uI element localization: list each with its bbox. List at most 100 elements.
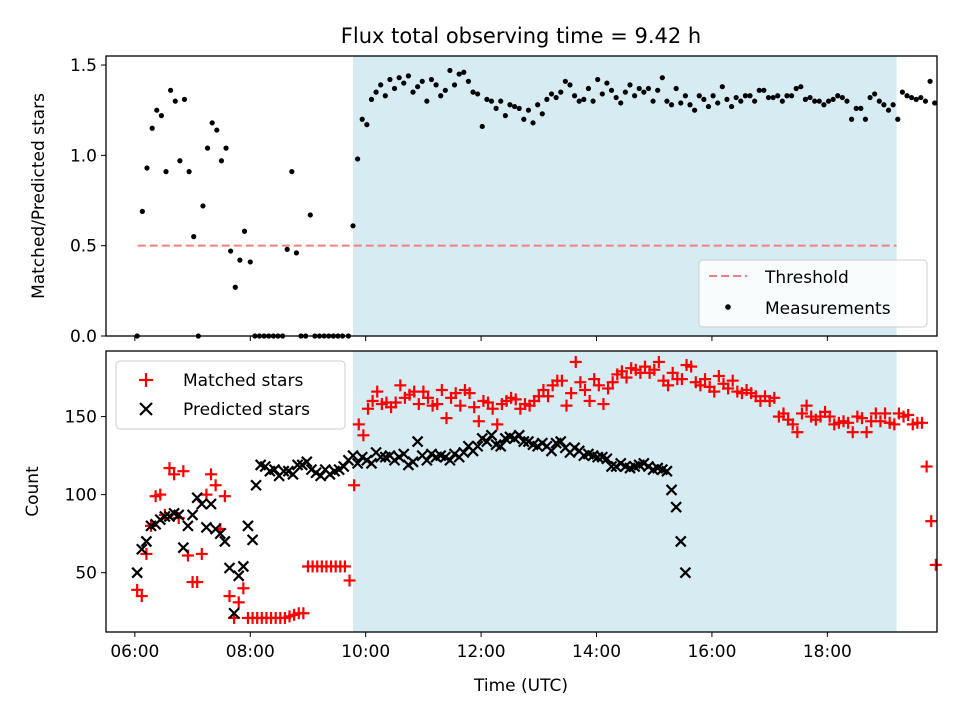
measurement-point-98 xyxy=(590,98,596,104)
measurement-point-9 xyxy=(177,158,183,164)
measurement-point-54 xyxy=(387,76,393,83)
measurement-point-130 xyxy=(738,98,744,104)
matched-star-point-46 xyxy=(343,574,356,587)
measurement-point-70 xyxy=(461,69,467,75)
measurement-point-136 xyxy=(765,94,772,101)
measurement-point-131 xyxy=(742,93,749,99)
matched-star-point-94 xyxy=(565,387,578,400)
predicted-star-point-90 xyxy=(545,445,558,457)
measurement-point-55 xyxy=(391,85,398,92)
measurement-point-48 xyxy=(359,116,365,122)
top-legend: Threshold Measurements xyxy=(698,259,928,328)
matched-star-point-140 xyxy=(777,407,790,420)
predicted-star-point-84 xyxy=(518,435,530,448)
measurement-point-93 xyxy=(567,82,573,88)
measurement-point-5 xyxy=(158,113,164,119)
bottom-y-tick-label-2: 150 xyxy=(65,408,97,428)
measurement-point-67 xyxy=(447,67,453,74)
measurement-point-96 xyxy=(581,96,587,102)
measurement-point-32 xyxy=(284,246,290,252)
top-ylabel: Matched/Predicted stars xyxy=(29,93,49,299)
predicted-star-point-13 xyxy=(191,491,203,504)
predicted-star-point-116 xyxy=(665,484,678,496)
measurement-point-10 xyxy=(181,96,188,102)
predicted-star-point-0 xyxy=(131,566,143,579)
bottom-legend: Matched stars Predicted stars xyxy=(115,360,346,430)
matched-star-point-99 xyxy=(588,373,601,386)
matched-star-point-128 xyxy=(722,382,735,395)
x-tick-label-4: 14:00 xyxy=(572,642,621,662)
predicted-star-point-48 xyxy=(351,457,364,470)
measurement-point-60 xyxy=(415,84,421,90)
matched-star-point-57 xyxy=(394,379,407,392)
predicted-star-point-58 xyxy=(397,448,410,460)
measurement-point-12 xyxy=(191,234,197,240)
measurement-points xyxy=(134,67,938,339)
measurement-point-167 xyxy=(909,94,915,101)
measurement-point-90 xyxy=(553,94,559,101)
matched-star-point-70 xyxy=(454,399,467,412)
measurement-point-84 xyxy=(525,107,532,113)
matched-stars-points xyxy=(131,355,942,624)
measurement-point-63 xyxy=(428,76,435,83)
measurement-point-153 xyxy=(844,98,850,104)
matched-star-point-116 xyxy=(666,366,679,379)
measurement-point-91 xyxy=(558,89,564,95)
legend-matched-swatch xyxy=(139,373,153,387)
predicted-star-point-53 xyxy=(374,451,387,463)
measurement-point-163 xyxy=(890,102,896,108)
measurement-point-79 xyxy=(502,113,508,119)
matched-star-point-157 xyxy=(855,412,868,425)
measurement-point-69 xyxy=(456,71,462,77)
bottom-y-tick-label-0: 50 xyxy=(75,564,97,584)
predicted-star-point-76 xyxy=(481,435,493,448)
matched-star-point-49 xyxy=(357,429,370,442)
measurement-point-120 xyxy=(692,107,698,113)
matched-star-point-50 xyxy=(361,402,374,415)
bottom-legend-box xyxy=(115,360,346,430)
matched-star-point-56 xyxy=(389,396,402,409)
measurement-point-14 xyxy=(200,203,206,209)
matched-star-point-100 xyxy=(592,379,605,392)
measurement-point-103 xyxy=(613,94,619,101)
x-tick-label-1: 08:00 xyxy=(226,642,275,662)
measurement-point-15 xyxy=(204,145,211,151)
predicted-star-point-16 xyxy=(205,498,217,510)
predicted-star-point-83 xyxy=(513,429,525,442)
measurement-point-89 xyxy=(548,91,555,97)
measurement-point-73 xyxy=(475,91,481,97)
x-tick-label-0: 06:00 xyxy=(110,642,159,662)
predicted-star-point-92 xyxy=(554,435,567,448)
measurement-point-142 xyxy=(793,85,799,92)
matched-star-point-66 xyxy=(435,384,448,397)
x-tick-label-6: 18:00 xyxy=(803,642,852,662)
matched-star-point-96 xyxy=(574,376,587,389)
predicted-star-point-51 xyxy=(365,457,378,470)
measurement-point-168 xyxy=(913,96,919,102)
measurement-point-3 xyxy=(149,125,155,131)
measurement-point-158 xyxy=(867,94,873,101)
measurement-point-64 xyxy=(433,82,439,88)
matched-star-point-102 xyxy=(602,382,615,395)
measurement-point-137 xyxy=(770,94,776,101)
measurement-point-121 xyxy=(696,93,702,99)
measurement-point-92 xyxy=(562,78,568,84)
measurement-point-125 xyxy=(715,100,721,106)
matched-star-point-17 xyxy=(209,479,222,492)
matched-star-point-82 xyxy=(509,393,522,406)
measurement-point-114 xyxy=(664,98,670,104)
matched-star-point-45 xyxy=(338,560,351,573)
predicted-star-point-74 xyxy=(471,440,484,453)
predicted-star-point-1 xyxy=(136,543,148,556)
measurement-point-97 xyxy=(585,85,592,92)
measurement-point-51 xyxy=(373,89,379,95)
measurement-point-2 xyxy=(144,165,150,171)
matched-star-point-122 xyxy=(694,379,707,392)
measurement-point-150 xyxy=(830,96,836,102)
matched-star-point-5 xyxy=(154,488,167,501)
bottom-panel: 50 100 150 06:00 08:00 10:00 12:00 14:00 16:00 1… xyxy=(23,350,942,696)
matched-star-point-172 xyxy=(925,515,938,528)
predicted-star-point-60 xyxy=(407,456,419,468)
legend-predicted-label: Predicted stars xyxy=(183,400,310,420)
measurement-point-161 xyxy=(881,102,887,108)
